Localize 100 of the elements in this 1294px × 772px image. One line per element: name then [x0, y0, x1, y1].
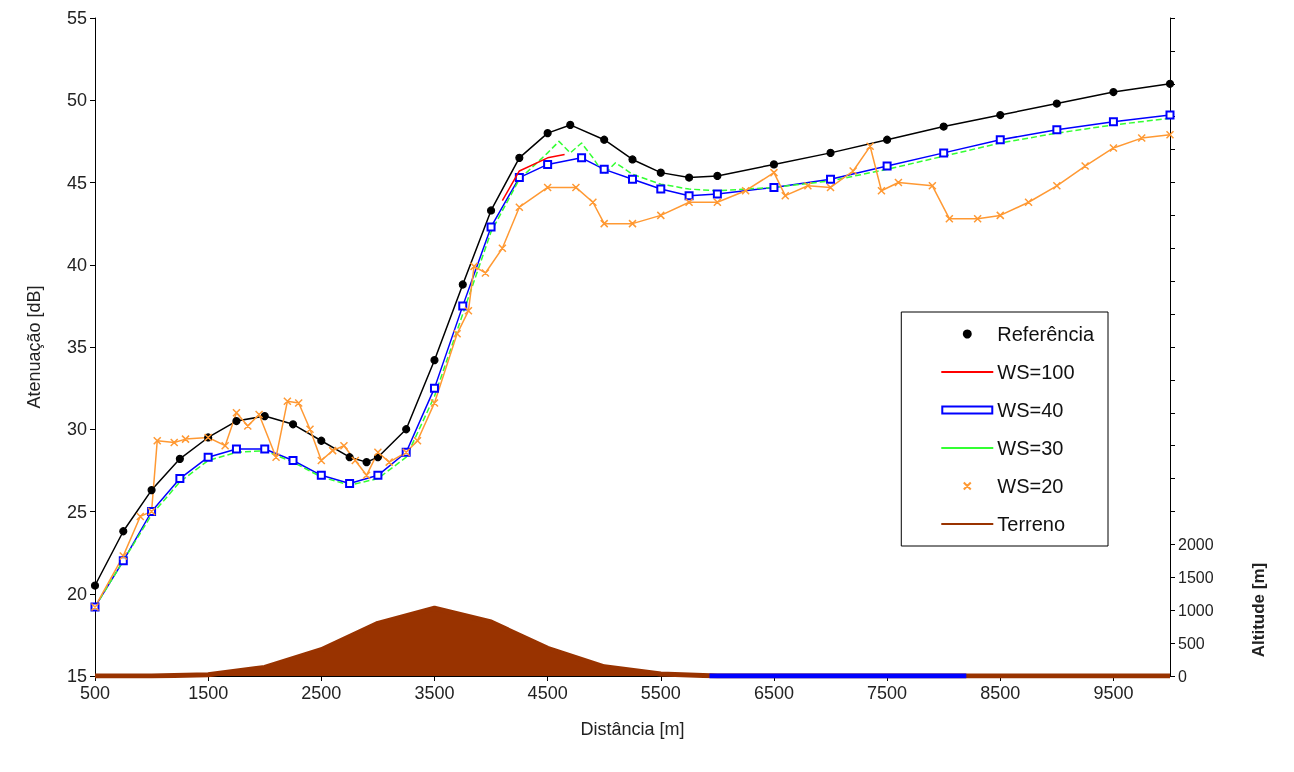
point [939, 122, 948, 131]
point [713, 171, 722, 181]
point [328, 446, 337, 455]
point [684, 191, 694, 201]
point [384, 457, 394, 467]
legend-label: Terreno [997, 513, 1066, 535]
y-tick-label: 35 [66, 337, 87, 357]
point [481, 268, 490, 278]
point [243, 421, 253, 431]
point [628, 219, 637, 228]
point [254, 410, 264, 419]
point [826, 148, 835, 157]
point [339, 441, 349, 450]
legend-label: WS=30 [997, 437, 1064, 459]
point [317, 456, 326, 465]
y-tick-label: 50 [66, 90, 87, 111]
point [90, 581, 100, 590]
point [628, 155, 637, 164]
point [684, 173, 694, 182]
y-tick-label: 15 [66, 666, 87, 686]
point [147, 486, 156, 495]
legend-label: WS=100 [997, 361, 1075, 383]
point [1165, 130, 1175, 140]
point [464, 306, 473, 316]
x-tick-label: 2500 [301, 683, 342, 703]
point [848, 166, 858, 176]
point [543, 183, 552, 192]
x-tick-label: 3500 [414, 683, 455, 703]
y2-tick-label: 2000 [1178, 535, 1214, 553]
legend-label: Referência [997, 323, 1095, 345]
x-tick-label: 4500 [527, 683, 568, 703]
point [169, 438, 179, 447]
y2-tick-label: 500 [1178, 634, 1205, 652]
point [769, 182, 779, 192]
point [1109, 143, 1118, 153]
y-tick-label: 55 [66, 8, 87, 28]
point [413, 436, 422, 446]
point [1052, 125, 1062, 135]
point [119, 527, 128, 536]
point [294, 398, 303, 408]
point [345, 479, 355, 489]
point [362, 458, 371, 467]
point [181, 434, 190, 444]
point [741, 186, 750, 195]
point [317, 436, 326, 445]
x-tick-label: 500 [79, 683, 111, 703]
point [1109, 87, 1118, 97]
point [119, 551, 128, 561]
x-tick-label: 8500 [980, 683, 1021, 703]
y-tick-label: 45 [66, 172, 87, 193]
point [175, 474, 185, 484]
point [1080, 161, 1090, 171]
point [458, 301, 468, 311]
point [345, 453, 354, 462]
point [458, 280, 467, 289]
point [260, 411, 269, 421]
point [429, 383, 439, 393]
point [515, 202, 524, 212]
point [231, 444, 241, 454]
point [486, 222, 496, 232]
point [260, 444, 270, 454]
x-tick-label: 5500 [640, 683, 681, 703]
point [1024, 197, 1033, 207]
point [803, 181, 813, 191]
point [402, 425, 411, 434]
point [486, 206, 496, 215]
point [288, 456, 298, 466]
point [1165, 110, 1175, 120]
point [769, 168, 779, 177]
point [826, 183, 835, 192]
point [894, 178, 903, 187]
point [996, 110, 1005, 120]
point [599, 164, 609, 174]
point [769, 160, 779, 169]
point [865, 142, 875, 151]
point [928, 181, 937, 191]
point [781, 191, 790, 200]
point [588, 197, 598, 207]
y-tick-label: 20 [66, 583, 87, 604]
point [136, 512, 145, 521]
point [373, 448, 383, 457]
point [220, 441, 230, 450]
point [469, 262, 479, 271]
point [571, 183, 581, 192]
point [232, 408, 241, 418]
line-series [501, 153, 566, 202]
point [430, 356, 439, 365]
y2-tick-label: 0 [1178, 667, 1187, 685]
point [283, 397, 292, 406]
point [362, 471, 371, 480]
point [945, 214, 954, 223]
x-tick-label: 1500 [188, 683, 229, 703]
point [877, 186, 886, 195]
y-tick-label: 25 [66, 501, 87, 522]
point [566, 120, 575, 130]
y-tick-label: 40 [66, 254, 87, 275]
point [543, 129, 552, 138]
point [656, 211, 666, 220]
point [152, 436, 162, 446]
x-tick-label: 7500 [867, 683, 908, 703]
